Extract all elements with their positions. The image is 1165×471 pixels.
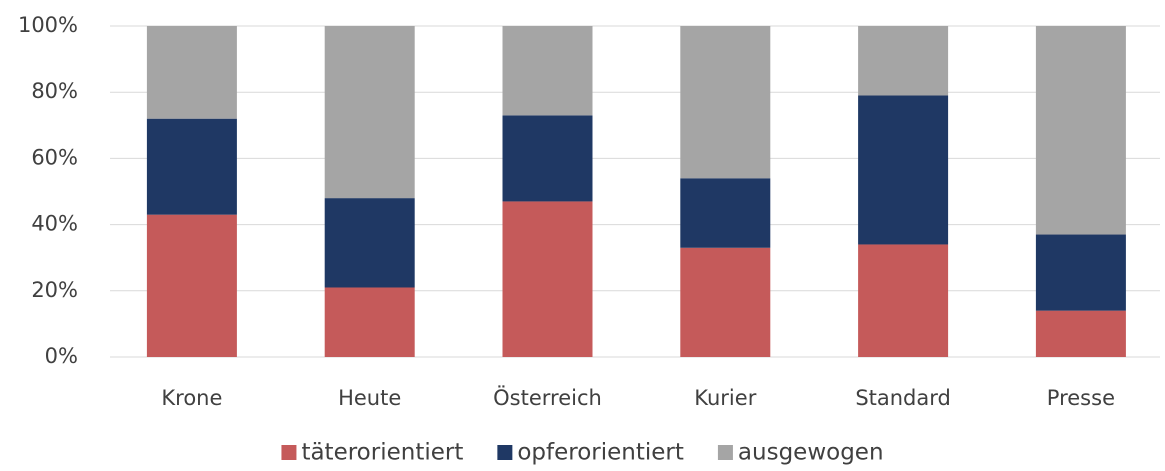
bar-segment: [680, 26, 771, 179]
y-tick-label: 0%: [45, 344, 78, 368]
x-tick-label: Heute: [338, 386, 401, 410]
bar-segment: [1035, 26, 1126, 235]
bar-segment: [502, 115, 593, 202]
bar-segment: [680, 178, 771, 248]
bar-segment: [146, 214, 237, 357]
legend-swatch: [497, 445, 513, 460]
bar-segment: [502, 201, 593, 357]
x-tick-label: Presse: [1047, 386, 1115, 410]
x-tick-label: Kurier: [694, 386, 756, 410]
bar-segment: [324, 198, 415, 288]
bar-segment: [858, 244, 949, 357]
bar-segment: [146, 118, 237, 215]
x-tick-label: Österreich: [493, 385, 602, 410]
bar-segment: [502, 26, 593, 116]
bar-segment: [858, 95, 949, 245]
y-tick-label: 20%: [31, 278, 78, 302]
legend-label: ausgewogen: [738, 440, 884, 466]
y-tick-label: 80%: [31, 79, 78, 103]
legend-swatch: [717, 445, 733, 460]
legend-swatch: [281, 445, 297, 460]
bar-segment: [1035, 310, 1126, 357]
bar-segment: [858, 26, 949, 96]
bar-segment: [324, 26, 415, 199]
legend-label: täterorientiert: [301, 440, 463, 466]
x-tick-label: Standard: [855, 386, 951, 410]
bar-segment: [680, 247, 771, 357]
y-tick-label: 40%: [31, 212, 78, 236]
legend-label: opferorientiert: [517, 440, 684, 466]
y-tick-label: 100%: [18, 13, 78, 37]
y-tick-label: 60%: [31, 145, 78, 169]
bar-segment: [1035, 234, 1126, 311]
bar-segment: [324, 287, 415, 357]
bar-segment: [146, 26, 237, 119]
x-tick-label: Krone: [161, 386, 222, 410]
